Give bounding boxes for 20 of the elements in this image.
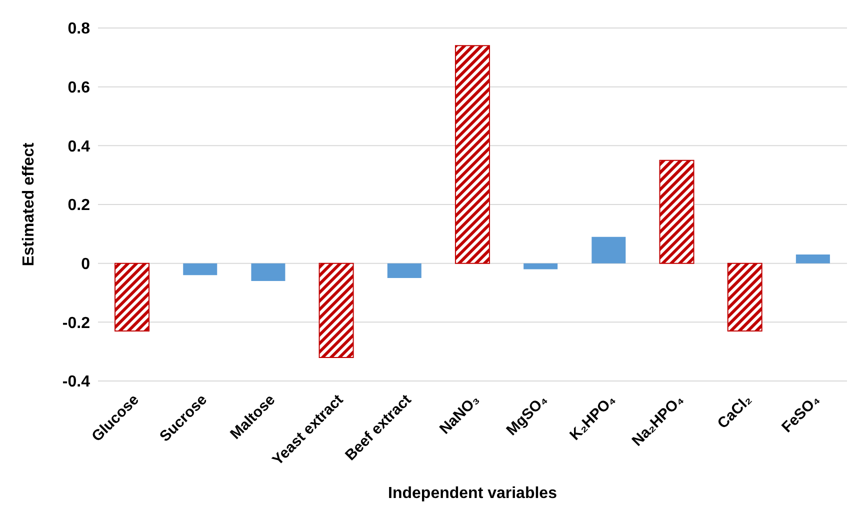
bar bbox=[318, 262, 354, 358]
y-tick-label: 0 bbox=[81, 256, 90, 274]
y-axis-title: Estimated effect bbox=[20, 142, 38, 266]
bar bbox=[727, 262, 762, 332]
bar bbox=[183, 263, 218, 276]
bar bbox=[251, 263, 286, 281]
y-tick-label: 0.2 bbox=[68, 197, 90, 214]
y-tick-label: -0.2 bbox=[62, 314, 90, 332]
bar bbox=[454, 45, 490, 264]
bar bbox=[659, 160, 694, 264]
y-tick-label: 0.8 bbox=[68, 20, 90, 38]
y-tick-label: 0.6 bbox=[68, 80, 90, 97]
bar bbox=[796, 254, 830, 264]
y-tick-label: 0.4 bbox=[68, 138, 90, 156]
bar bbox=[114, 262, 150, 332]
x-axis-title: Independent variables bbox=[388, 485, 558, 502]
y-tick-label: -0.4 bbox=[62, 374, 90, 391]
bar bbox=[592, 236, 626, 264]
bar bbox=[524, 263, 558, 270]
bar bbox=[387, 263, 422, 278]
